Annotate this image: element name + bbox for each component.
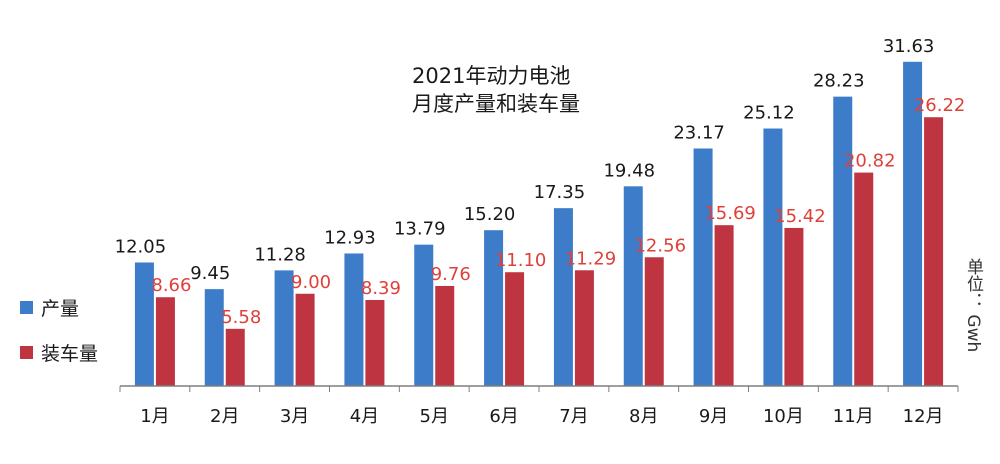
data-label-installation: 15.42	[774, 206, 826, 227]
bar-production	[134, 262, 154, 386]
data-label-installation: 15.69	[704, 203, 756, 224]
data-label-production: 13.79	[394, 219, 446, 240]
data-label-installation: 12.56	[634, 235, 686, 256]
legend-label-installation: 装车量	[41, 342, 99, 365]
data-label-production: 15.20	[464, 204, 516, 225]
value-labels-group: 12.05 8.669.45 5.58 11.28 9.00 12.93 8.39 13.79…	[115, 36, 966, 328]
x-tick-label: 1月	[140, 406, 169, 427]
legend-swatch-installation	[20, 345, 33, 359]
bar-installation	[714, 225, 734, 386]
data-label-installation: 9.76	[431, 264, 471, 285]
x-tick-label: 3月	[280, 406, 309, 427]
legend-item-production: 产量	[20, 295, 80, 320]
bar-installation	[854, 172, 874, 386]
x-tick-label: 10月	[763, 406, 804, 427]
data-label-production: 31.63	[883, 36, 935, 57]
data-label-installation: 8.66	[151, 275, 191, 296]
data-label-production: 25.12	[743, 103, 795, 124]
data-label-production: 11.28	[254, 244, 306, 265]
bar-installation	[505, 272, 525, 386]
bar-production	[204, 289, 224, 386]
bar-installation	[574, 270, 594, 386]
data-label-production: 12.05	[115, 236, 167, 257]
chart-title-line-1: 2021年动力电池	[412, 64, 571, 88]
unit-label: 单位： Gwh	[963, 258, 983, 353]
x-tick-label: 8月	[629, 406, 658, 427]
bar-production	[623, 186, 643, 386]
chart-title: 2021年动力电池 月度产量和装车量	[412, 62, 632, 118]
x-tick-label: 6月	[489, 406, 518, 427]
x-tick-label: 2月	[210, 406, 239, 427]
x-tick-label: 4月	[350, 406, 379, 427]
data-label-installation: 5.58	[221, 307, 261, 328]
bar-installation	[784, 227, 804, 386]
bar-installation	[924, 117, 944, 387]
bars-group	[134, 61, 944, 387]
bar-production	[763, 128, 783, 386]
chart-title-line-2: 月度产量和装车量	[412, 92, 580, 116]
data-label-installation: 11.29	[565, 248, 617, 269]
bar-production	[344, 253, 364, 386]
data-label-installation: 8.39	[361, 278, 401, 299]
bar-production	[414, 244, 434, 386]
data-label-installation: 26.22	[914, 95, 966, 116]
data-label-production: 23.17	[673, 123, 725, 144]
x-tick-label: 5月	[420, 406, 449, 427]
data-label-installation: 9.00	[291, 272, 331, 293]
x-tick-label: 7月	[559, 406, 588, 427]
legend-label-production: 产量	[41, 297, 80, 320]
data-label-production: 19.48	[603, 160, 655, 181]
data-label-installation: 11.10	[495, 250, 547, 271]
bar-installation	[644, 257, 664, 386]
x-tick-label: 9月	[699, 406, 728, 427]
bar-production	[484, 230, 504, 386]
bar-production	[903, 61, 923, 386]
data-label-production: 9.45	[190, 263, 230, 284]
bar-installation	[155, 297, 175, 386]
bar-production	[693, 148, 713, 386]
x-tick-label: 11月	[833, 406, 874, 427]
legend-swatch-production	[20, 300, 33, 314]
data-label-production: 12.93	[324, 227, 376, 248]
data-label-production: 28.23	[813, 71, 865, 92]
data-label-installation: 20.82	[844, 151, 896, 172]
x-axis-ticks: 1月 2月 3月 4月 5月 6月 7月 8月 9月 10月 11月 12月	[119, 386, 959, 427]
bar-installation	[365, 300, 385, 386]
bar-installation	[295, 293, 315, 386]
bar-production	[833, 96, 853, 386]
data-label-production: 17.35	[534, 182, 586, 203]
bar-production	[274, 270, 294, 386]
bar-installation	[435, 285, 455, 386]
bar-installation	[225, 328, 245, 386]
bar-production	[553, 208, 573, 386]
legend-item-installation: 装车量	[20, 340, 99, 365]
x-tick-label: 12月	[903, 406, 944, 427]
